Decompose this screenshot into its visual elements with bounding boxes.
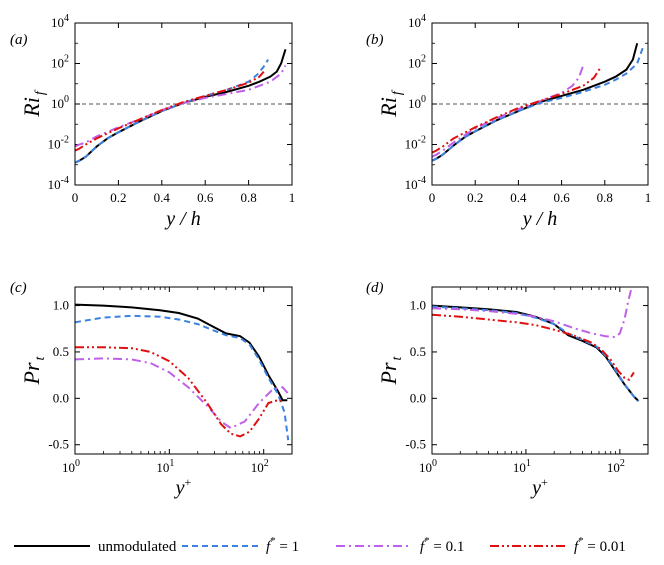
panel-letter: (b) <box>366 32 384 48</box>
chart-panel-4: 100 101 102 -0.5 0.0 0.5 1.0 (d) Prt y+ <box>366 280 649 499</box>
legend: unmodulated f* = 1 f* = 0.1 f* = 0.01 <box>14 535 626 555</box>
y-axis-label: Rif <box>19 89 48 118</box>
x-tick-label: 0 <box>429 190 436 205</box>
plot-frame <box>74 286 293 455</box>
series-line-f-0-01 <box>75 346 283 438</box>
panel-letter: (a) <box>10 32 28 48</box>
chart-panel-1: 0 0.2 0.4 0.6 0.8 1 10-4 10-2 100 102 104 (a) Rif y /… <box>10 13 295 230</box>
panel-letter: (d) <box>366 280 384 296</box>
series-group <box>75 303 290 441</box>
y-axis-label: Prt <box>19 355 48 385</box>
legend-label-f01: f* = 0.1 <box>420 535 464 555</box>
y-tick-label: 0.0 <box>410 390 426 405</box>
series-line-unmodulated <box>75 49 287 164</box>
chart-panel-3: 100 101 102 -0.5 0.0 0.5 1.0 (c) Prt y+ <box>10 280 293 499</box>
x-axis-label: y+ <box>530 475 548 499</box>
series-line-unmodulated <box>75 303 288 402</box>
x-tick-label: 101 <box>156 458 174 475</box>
x-tick-label: 0.4 <box>510 190 527 205</box>
y-tick-label: 10-4 <box>405 175 426 192</box>
series-line-f-0-1 <box>432 289 633 339</box>
y-tick-label: -0.5 <box>405 437 426 452</box>
axis-ticks <box>74 287 292 454</box>
x-tick-label: 0.6 <box>553 190 570 205</box>
x-tick-label: 0.4 <box>154 190 171 205</box>
y-tick-label: 10-2 <box>48 135 69 152</box>
y-tick-label: 0.5 <box>410 344 426 359</box>
x-tick-label: 0.2 <box>110 190 126 205</box>
series-line-f-1 <box>432 305 640 402</box>
series-line-f-0-1 <box>432 65 585 158</box>
x-tick-label: 100 <box>419 458 437 475</box>
series-group <box>432 289 640 402</box>
y-tick-label: 0.0 <box>53 390 69 405</box>
legend-label-f001: f* = 0.01 <box>574 535 626 555</box>
series-line-f-1 <box>75 314 290 441</box>
x-tick-label: 1 <box>645 190 652 205</box>
y-tick-label: 0.5 <box>53 344 69 359</box>
y-axis-label: Rif <box>376 89 405 118</box>
x-tick-label: 1 <box>289 190 296 205</box>
x-tick-label: 102 <box>251 458 269 475</box>
x-axis-label: y / h <box>164 208 200 230</box>
x-axis-label: y+ <box>174 475 192 499</box>
legend-label-f1: f* = 1 <box>266 535 299 555</box>
series-line-f-0-01 <box>75 70 265 152</box>
y-tick-label: 104 <box>408 13 426 30</box>
y-tick-label: 1.0 <box>53 298 69 313</box>
x-tick-label: 0.8 <box>240 190 256 205</box>
x-tick-label: 0.6 <box>197 190 214 205</box>
legend-label-unmodulated: unmodulated <box>98 539 177 555</box>
x-tick-label: 101 <box>513 458 531 475</box>
panel-letter: (c) <box>10 280 27 296</box>
y-tick-label: 100 <box>51 94 69 111</box>
x-tick-label: 100 <box>62 458 80 475</box>
y-tick-label: 100 <box>408 94 426 111</box>
y-axis-label: Prt <box>376 355 405 385</box>
plot-frame <box>431 286 649 455</box>
x-tick-label: 0 <box>72 190 79 205</box>
y-tick-label: 102 <box>51 54 69 71</box>
series-line-f-1 <box>432 44 645 162</box>
y-tick-label: 10-2 <box>405 135 426 152</box>
y-tick-label: 104 <box>51 13 69 30</box>
plot-frame <box>431 22 649 186</box>
plot-frame <box>74 22 293 186</box>
series-group <box>432 43 645 162</box>
x-axis-label: y / h <box>521 208 557 230</box>
x-tick-label: 0.8 <box>597 190 613 205</box>
series-line-f-0-01 <box>432 313 635 382</box>
y-tick-label: 102 <box>408 54 426 71</box>
series-line-f-1 <box>75 58 269 164</box>
y-tick-label: -0.5 <box>48 437 69 452</box>
x-tick-label: 0.2 <box>467 190 483 205</box>
series-group <box>75 49 287 164</box>
y-tick-label: 10-4 <box>48 175 69 192</box>
series-line-f-0-1 <box>75 357 289 430</box>
y-tick-label: 1.0 <box>410 298 426 313</box>
panels: 0 0.2 0.4 0.6 0.8 1 10-4 10-2 100 102 104 (a) Rif y /… <box>10 13 651 499</box>
chart-panel-2: 0 0.2 0.4 0.6 0.8 1 10-4 10-2 100 102 104 (b) Rif y /… <box>366 13 651 230</box>
series-line-unmodulated <box>432 304 640 402</box>
x-tick-label: 102 <box>607 458 625 475</box>
series-line-f-0-1 <box>75 65 287 148</box>
